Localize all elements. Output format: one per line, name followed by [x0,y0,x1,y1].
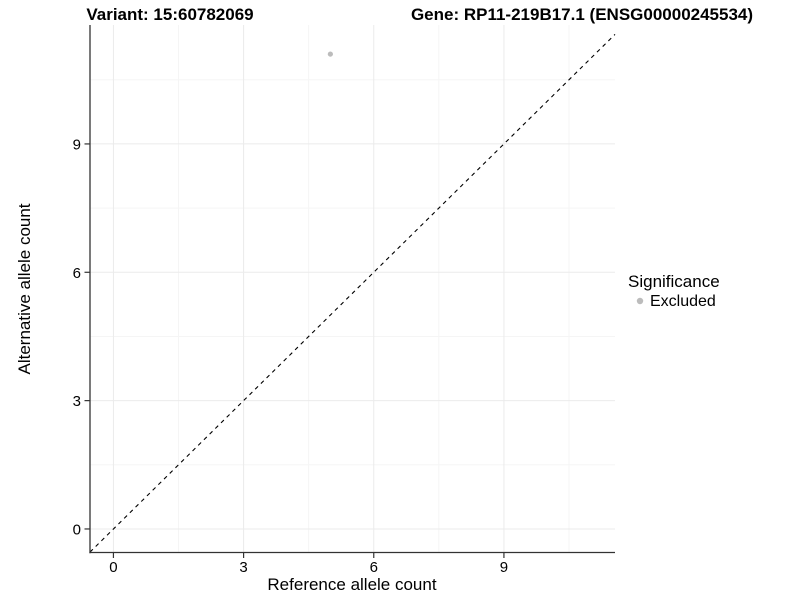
x-axis-title: Reference allele count [267,575,436,594]
gridlines-major [90,25,615,553]
legend: Significance Excluded [628,272,720,310]
y-axis-title: Alternative allele count [15,203,34,374]
identity-reference-line [89,34,616,553]
y-tick-label: 3 [73,393,81,410]
gridlines-minor [90,25,615,553]
legend-title: Significance [628,272,720,291]
legend-point-icon [636,297,644,305]
x-tick-label: 9 [500,559,508,576]
dashed-identity-line [89,34,616,553]
legend-item-label: Excluded [650,293,716,310]
data-points [327,51,333,57]
plot-title-variant: Variant: 15:60782069 [86,5,253,24]
y-tick-label: 9 [73,136,81,153]
y-tick-label: 6 [73,265,81,282]
axis-ticks [84,143,505,558]
axis-tick-labels: 0 3 6 9 0 3 6 9 [73,136,508,576]
x-tick-label: 0 [109,559,117,576]
x-tick-label: 6 [370,559,378,576]
x-tick-label: 3 [239,559,247,576]
y-tick-label: 0 [73,521,81,538]
plot-title-gene: Gene: RP11-219B17.1 (ENSG00000245534) [411,5,753,24]
scatter-point [327,51,333,57]
